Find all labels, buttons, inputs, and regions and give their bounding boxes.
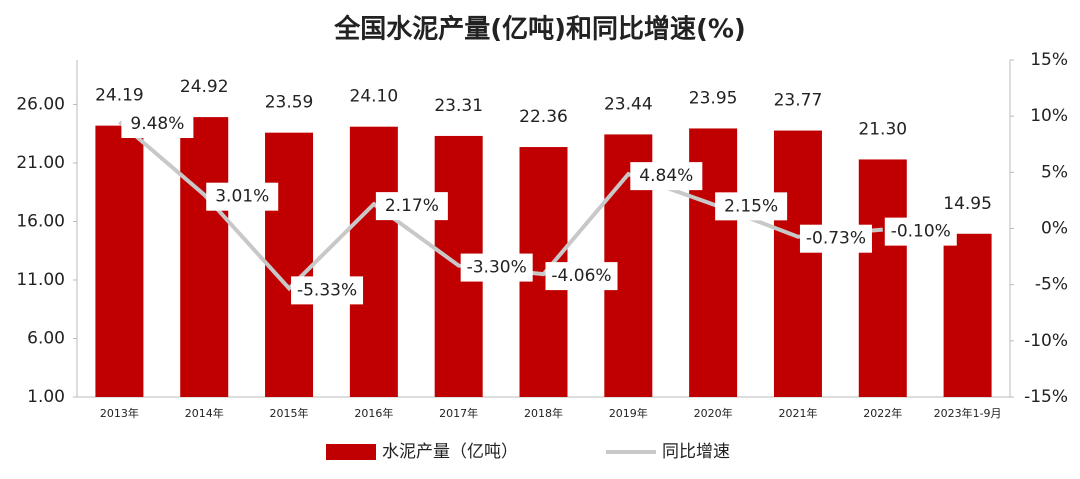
line-label: -0.10% bbox=[891, 222, 951, 242]
line-label-bg bbox=[291, 276, 364, 305]
line-label: 9.48% bbox=[130, 114, 184, 134]
x-tick-label: 2017年 bbox=[439, 406, 478, 420]
y2-tick-label: -15% bbox=[1024, 387, 1068, 407]
legend-label: 水泥产量（亿吨） bbox=[382, 442, 518, 462]
x-tick-label: 2021年 bbox=[778, 406, 817, 420]
x-tick-label: 2016年 bbox=[354, 406, 393, 420]
bar-label: 14.95 bbox=[943, 194, 992, 214]
line-label: 3.01% bbox=[215, 187, 269, 207]
y2-tick-label: -5% bbox=[1035, 275, 1068, 295]
bar-label: 23.44 bbox=[604, 94, 653, 114]
x-tick-label: 2019年 bbox=[609, 406, 648, 420]
bar-label: 24.10 bbox=[350, 87, 399, 107]
bar-label: 22.36 bbox=[519, 107, 568, 127]
line-label: -4.06% bbox=[551, 266, 611, 286]
y-tick-label: 21.00 bbox=[16, 153, 65, 173]
y2-tick-label: 10% bbox=[1030, 106, 1068, 126]
legend-swatch bbox=[326, 444, 376, 460]
line-label-bg bbox=[375, 192, 448, 221]
bar-label: 24.19 bbox=[95, 86, 144, 106]
bar bbox=[773, 130, 822, 397]
x-tick-label: 2018年 bbox=[524, 406, 563, 420]
y2-tick-label: 5% bbox=[1041, 162, 1068, 182]
x-tick-label: 2014年 bbox=[185, 406, 224, 420]
y-tick-label: 16.00 bbox=[16, 211, 65, 231]
line-label-bg bbox=[545, 262, 618, 291]
y2-tick-label: 15% bbox=[1030, 50, 1068, 70]
y-tick-label: 26.00 bbox=[16, 94, 65, 114]
bar bbox=[180, 117, 229, 397]
line-label-bg bbox=[121, 110, 194, 139]
bar-label: 24.92 bbox=[180, 77, 229, 97]
bar-label: 23.59 bbox=[265, 93, 314, 113]
x-tick-label: 2023年1-9月 bbox=[934, 406, 1002, 420]
x-tick-label: 2020年 bbox=[694, 406, 733, 420]
line-label: 2.15% bbox=[724, 196, 778, 216]
y-tick-label: 1.00 bbox=[27, 387, 65, 407]
bar bbox=[265, 132, 314, 397]
line-label-bg bbox=[460, 253, 533, 282]
bar bbox=[349, 126, 398, 398]
line-label: -5.33% bbox=[297, 280, 357, 300]
x-tick-label: 2015年 bbox=[270, 406, 309, 420]
x-tick-label: 2022年 bbox=[863, 406, 902, 420]
line-label-bg bbox=[884, 217, 957, 246]
line-label: -3.30% bbox=[467, 258, 527, 278]
y2-tick-label: 0% bbox=[1041, 219, 1068, 239]
y-tick-label: 6.00 bbox=[27, 328, 65, 348]
bar bbox=[943, 233, 992, 397]
bar bbox=[858, 159, 907, 397]
line-label-bg bbox=[630, 162, 703, 191]
line-label-bg bbox=[799, 224, 872, 253]
line-label-bg bbox=[715, 192, 788, 221]
y2-tick-label: -10% bbox=[1024, 331, 1068, 351]
line-label: -0.73% bbox=[806, 229, 866, 249]
line-label: 4.84% bbox=[639, 166, 693, 186]
bar bbox=[95, 125, 144, 398]
bar-label: 23.31 bbox=[434, 96, 483, 116]
line-label: 2.17% bbox=[385, 196, 439, 216]
y-tick-label: 11.00 bbox=[16, 270, 65, 290]
bar-label: 23.95 bbox=[689, 88, 738, 108]
legend-label: 同比增速 bbox=[662, 442, 730, 462]
x-tick-label: 2013年 bbox=[100, 406, 139, 420]
chart-title: 全国水泥产量(亿吨)和同比增速(%) bbox=[333, 14, 746, 45]
bar-label: 23.77 bbox=[774, 91, 823, 111]
line-label-bg bbox=[206, 182, 279, 211]
bar-label: 21.30 bbox=[858, 119, 907, 139]
